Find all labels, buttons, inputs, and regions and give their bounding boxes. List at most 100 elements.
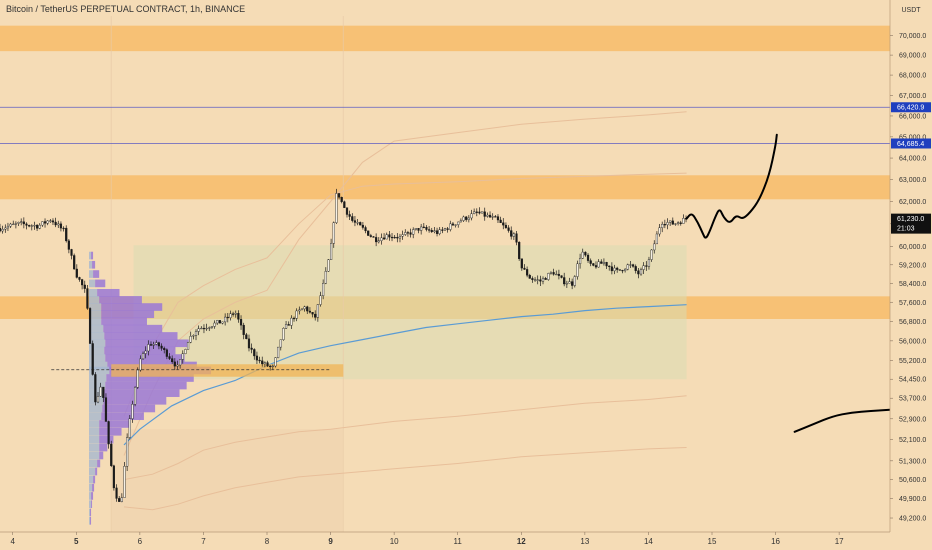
candle-body-44 <box>112 465 115 489</box>
profile-bin-down-24 <box>89 427 100 436</box>
profile-bin-down-22 <box>89 412 102 421</box>
y-tick-label-18: 54,450.0 <box>899 377 926 384</box>
candle-body-91 <box>237 313 240 320</box>
y-tick-label-25: 49,200.0 <box>899 516 926 523</box>
candle-body-215 <box>565 283 568 285</box>
candle-body-4 <box>6 225 10 229</box>
price-label-box-3 <box>891 213 931 234</box>
x-tick-label-6: 9 <box>328 537 333 546</box>
y-tick-label-13: 58,400.0 <box>899 281 926 288</box>
profile-bin-up-24 <box>99 427 122 436</box>
candle-body-46 <box>118 498 121 502</box>
x-tick-label-8: 11 <box>454 537 463 546</box>
profile-bin-down-1 <box>89 251 92 260</box>
profile-bin-down-17 <box>89 374 107 382</box>
profile-bin-down-11 <box>89 332 105 340</box>
profile-bin-up-7 <box>101 303 163 311</box>
candle-body-190 <box>499 219 502 223</box>
candle-body-122 <box>319 295 322 305</box>
profile-bin-down-4 <box>89 279 96 288</box>
candle-body-165 <box>433 230 436 232</box>
candle-body-53 <box>136 369 139 388</box>
candle-body-230 <box>605 262 608 267</box>
candle-body-181 <box>475 211 478 213</box>
y-tick-label-2: 69,000.0 <box>899 53 926 60</box>
candle-body-113 <box>295 310 298 319</box>
candle-body-31 <box>78 277 81 280</box>
candle-body-125 <box>327 259 330 272</box>
candle-body-182 <box>478 211 481 214</box>
candle-body-195 <box>512 233 515 237</box>
candle-body-175 <box>459 220 462 223</box>
candle-body-228 <box>600 261 603 264</box>
candle-body-21 <box>51 220 55 223</box>
candle-body-63 <box>163 348 166 350</box>
candle-body-119 <box>311 312 314 315</box>
profile-bin-down-34 <box>89 508 91 517</box>
candle-body-111 <box>290 317 293 326</box>
candle-body-1 <box>0 228 2 232</box>
x-tick-label-12: 15 <box>708 537 717 546</box>
profile-bin-up-31 <box>92 483 95 492</box>
candle-body-13 <box>30 225 33 227</box>
hand-drawing-1 <box>685 133 778 239</box>
candle-body-7 <box>14 223 17 225</box>
poc-box <box>111 364 344 377</box>
profile-bin-down-31 <box>89 483 93 492</box>
y-tick-label-6: 65,000.0 <box>899 134 926 141</box>
candle-body-203 <box>533 279 537 281</box>
candle-body-248 <box>653 243 656 251</box>
candle-body-64 <box>165 349 168 357</box>
profile-bin-up-35 <box>90 516 92 525</box>
candle-body-104 <box>271 365 274 368</box>
candle-body-150 <box>393 236 396 239</box>
candle-body-30 <box>75 268 78 278</box>
candle-body-80 <box>208 327 211 329</box>
candle-body-256 <box>674 223 677 225</box>
supply-demand-zone-1 <box>0 25 890 52</box>
candle-body-102 <box>266 362 269 367</box>
candle-body-243 <box>639 269 643 275</box>
candle-body-49 <box>126 437 129 467</box>
candle-body-74 <box>192 335 195 337</box>
candle-body-26 <box>65 227 68 242</box>
profile-bin-up-27 <box>99 451 104 460</box>
profile-bin-up-22 <box>101 412 144 421</box>
candle-body-61 <box>157 342 161 347</box>
candle-body-59 <box>152 344 155 346</box>
candle-body-42 <box>107 421 110 445</box>
candle-body-33 <box>83 284 86 289</box>
candle-body-85 <box>221 321 224 324</box>
profile-bin-up-29 <box>95 467 98 476</box>
candle-body-14 <box>33 225 36 227</box>
profile-bin-down-9 <box>89 317 102 326</box>
profile-bin-down-18 <box>89 381 106 390</box>
candle-body-16 <box>38 224 41 229</box>
candle-body-131 <box>343 201 346 208</box>
candle-body-219 <box>576 263 579 277</box>
x-tick-label-4: 7 <box>201 537 206 546</box>
y-tick-label-19: 53,700.0 <box>899 396 926 403</box>
candle-body-202 <box>531 278 534 281</box>
candle-body-105 <box>274 357 277 367</box>
candle-body-24 <box>59 223 63 229</box>
candle-body-27 <box>67 240 70 250</box>
profile-bin-down-28 <box>89 459 98 468</box>
candle-body-229 <box>602 262 606 264</box>
price-label-box-1 <box>891 102 931 113</box>
candle-body-94 <box>245 334 248 340</box>
candle-body-73 <box>189 335 192 343</box>
y-tick-label-4: 67,000.0 <box>899 93 926 100</box>
profile-bin-down-25 <box>89 435 100 444</box>
candle-body-11 <box>25 223 28 226</box>
candle-body-38 <box>96 396 100 403</box>
candle-body-257 <box>676 222 680 224</box>
candle-body-258 <box>679 222 682 224</box>
candle-body-223 <box>586 254 590 261</box>
candle-body-179 <box>470 213 473 219</box>
candle-body-176 <box>462 216 465 221</box>
candle-body-144 <box>377 240 380 243</box>
candle-body-167 <box>438 229 441 234</box>
candle-body-70 <box>181 353 184 360</box>
